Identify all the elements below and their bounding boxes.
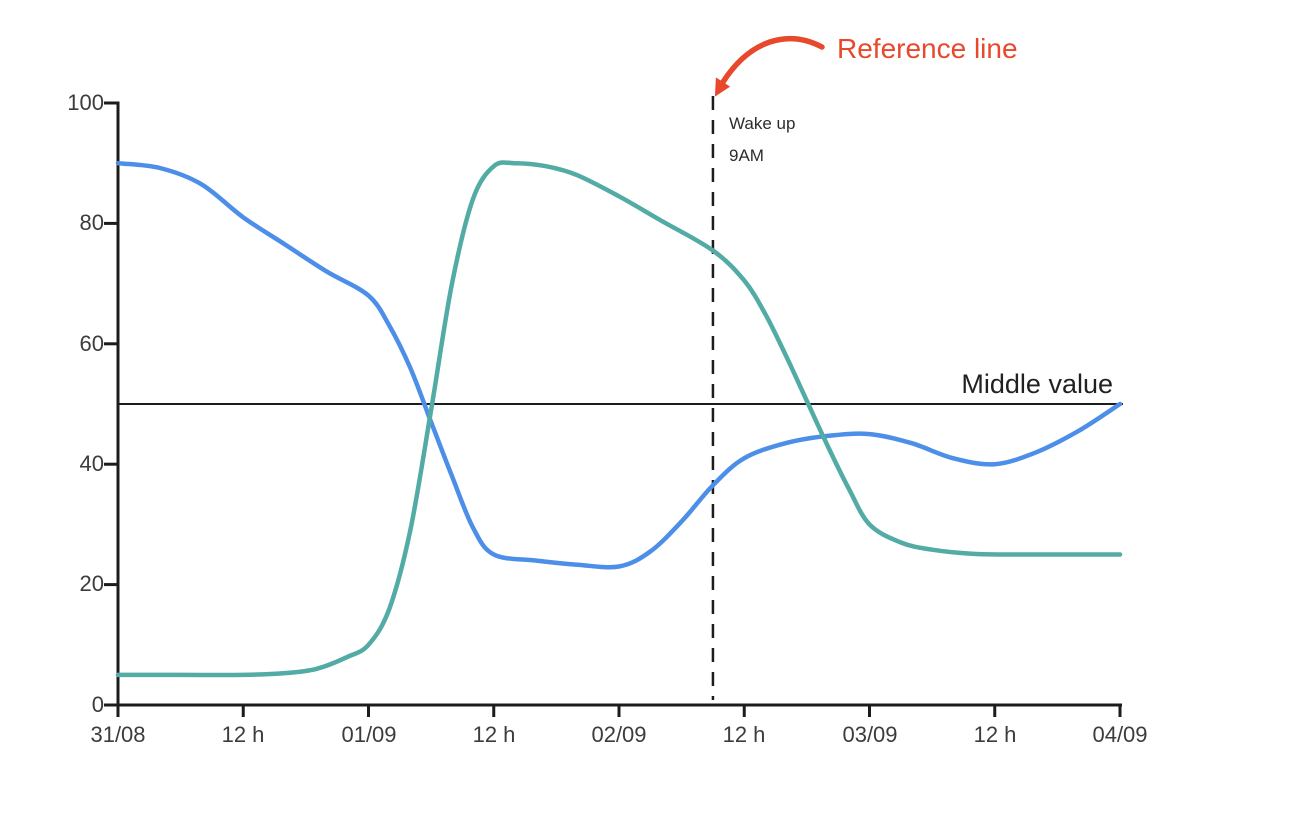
x-tick-label-0309: 03/09	[842, 722, 898, 747]
x-tick-label-0209: 02/09	[591, 722, 647, 747]
annotation-arrow-head	[714, 77, 731, 97]
teal-line	[115, 160, 1123, 678]
x-tick-label-0109: 01/09	[341, 722, 397, 747]
wake-up-label: Wake up	[729, 114, 796, 133]
reference-line-annotation: Reference line	[837, 33, 1018, 64]
y-tick-label-0: 0	[91, 692, 104, 717]
x-tick-label-12h-d: 12 h	[973, 722, 1017, 747]
y-tick-label-20: 20	[79, 571, 104, 596]
y-tick-label-100: 100	[67, 90, 104, 115]
annotation-arrow	[720, 35, 825, 85]
x-tick-label-0409: 04/09	[1092, 722, 1148, 747]
x-tick-label-12h-a: 12 h	[221, 722, 265, 747]
x-tick-label-12h-b: 12 h	[472, 722, 516, 747]
x-tick-label-12h-c: 12 h	[722, 722, 766, 747]
y-tick-label-80: 80	[79, 210, 104, 235]
nine-am-label: 9AM	[729, 146, 764, 165]
y-tick-label-60: 60	[79, 331, 104, 356]
x-tick-label-3108: 31/08	[90, 722, 146, 747]
middle-value-label: Middle value	[961, 369, 1113, 399]
blue-line	[115, 160, 1123, 570]
y-tick-label-40: 40	[79, 451, 104, 476]
